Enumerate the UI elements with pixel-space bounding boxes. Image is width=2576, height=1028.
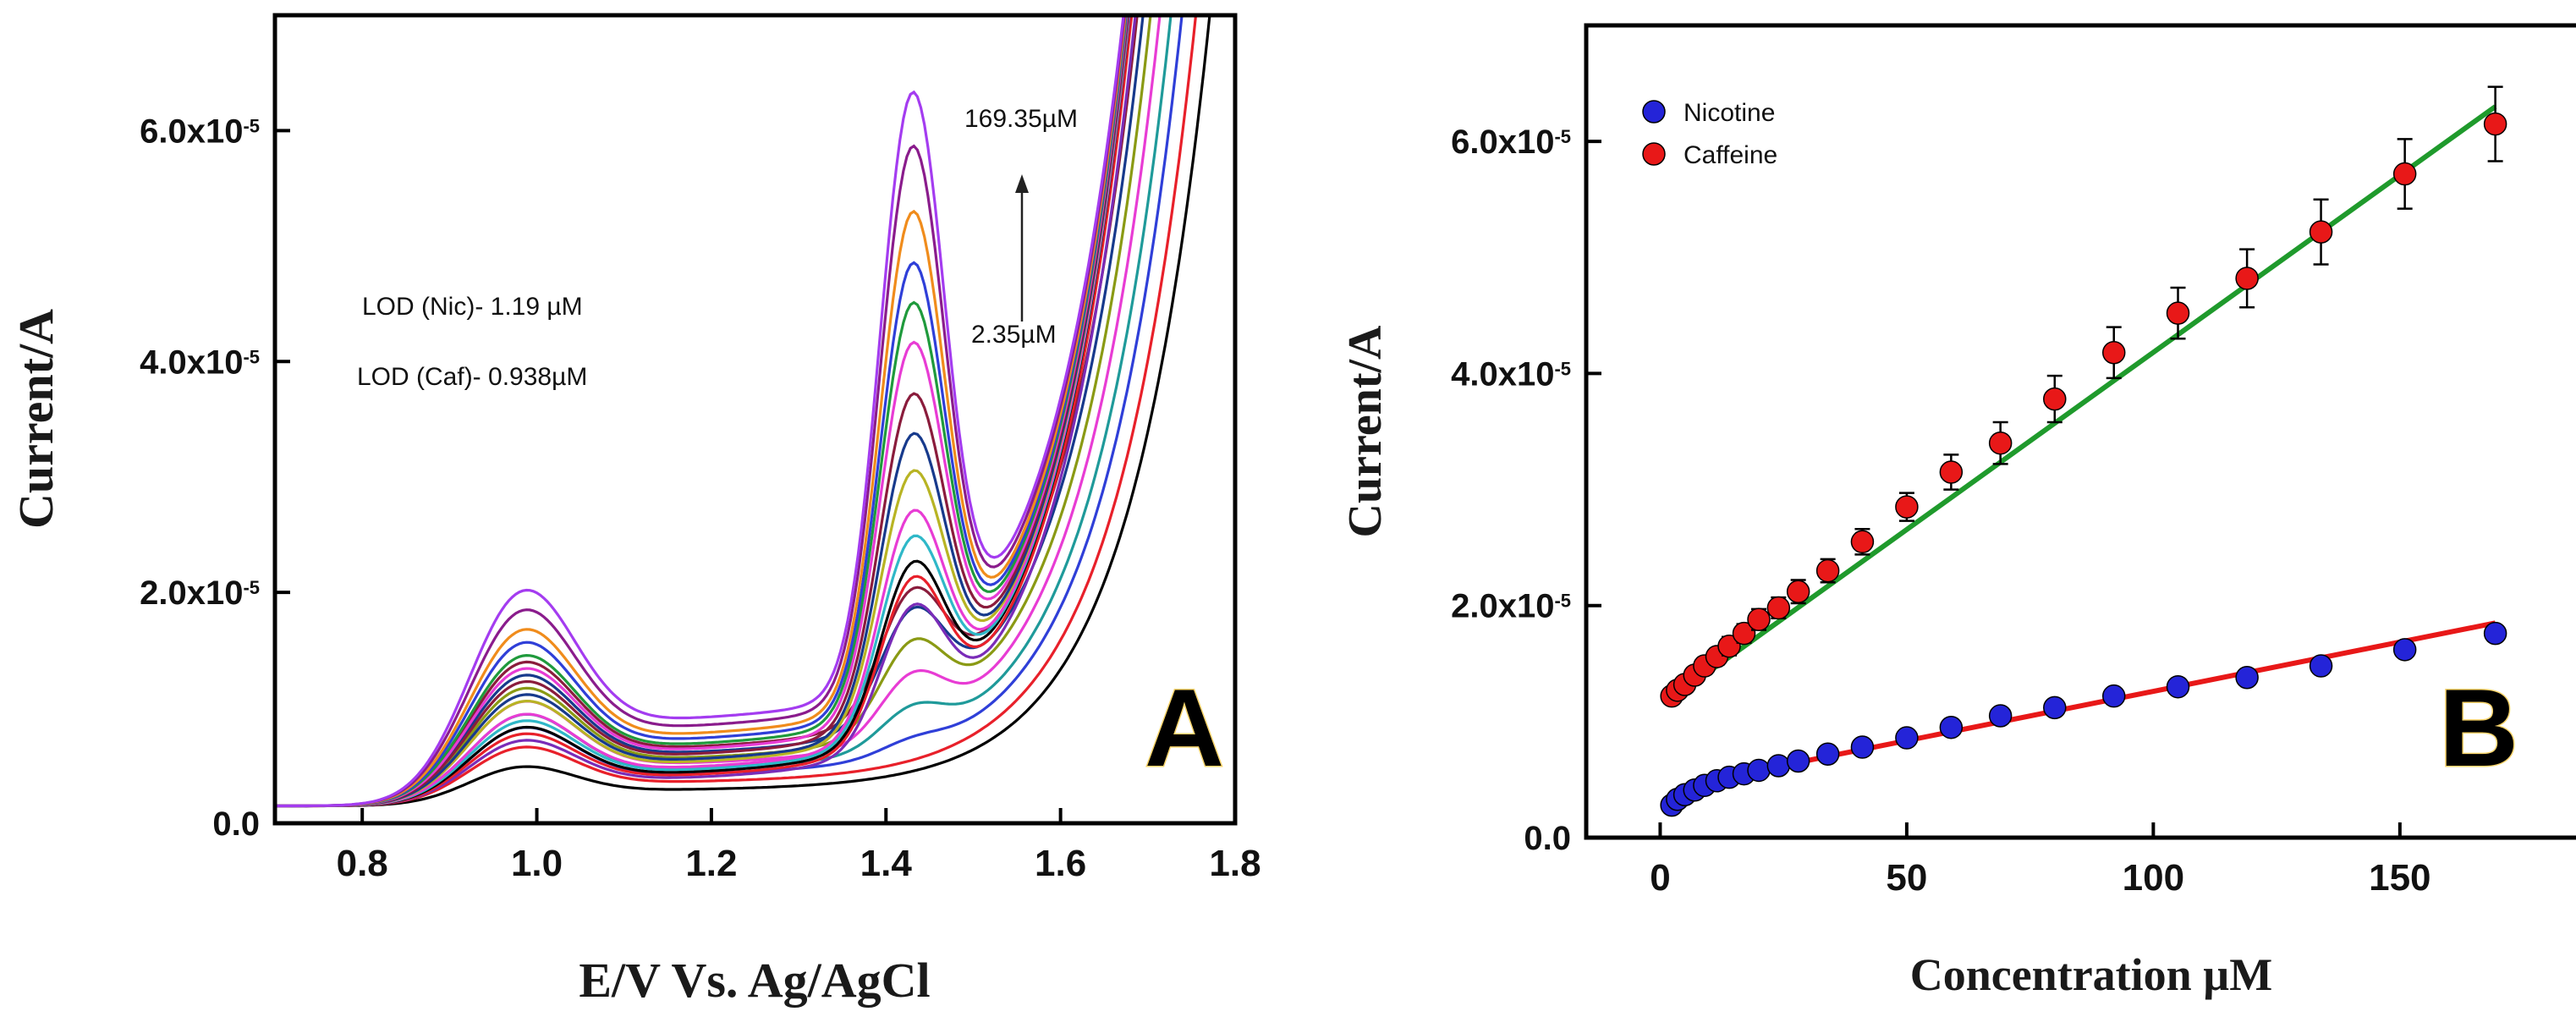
x-tick-label: 0 bbox=[1650, 857, 1670, 899]
y-tick-label: 6.0x10-5 bbox=[1451, 124, 1571, 161]
voltammogram-curve bbox=[275, 15, 1127, 808]
data-point-caffeine bbox=[1732, 621, 1756, 646]
y-tick-label: 0.0 bbox=[212, 805, 260, 843]
data-point-caffeine bbox=[2235, 267, 2259, 290]
legend-label-nicotine: Nicotine bbox=[1683, 99, 1775, 127]
data-point-nicotine bbox=[1786, 749, 1810, 773]
increase-arrow bbox=[1015, 174, 1029, 322]
panel-a-plot-frame bbox=[272, 13, 1238, 826]
panel-b-plot-frame bbox=[1584, 23, 2576, 840]
data-point-nicotine bbox=[1747, 758, 1771, 783]
data-point-nicotine bbox=[1988, 704, 2013, 728]
data-point-caffeine bbox=[2483, 112, 2507, 136]
data-point-caffeine bbox=[1747, 607, 1771, 631]
data-point-nicotine bbox=[1766, 754, 1791, 778]
data-point-nicotine bbox=[1895, 726, 1919, 750]
data-point-nicotine bbox=[2101, 684, 2126, 708]
data-point-nicotine bbox=[2483, 621, 2507, 646]
voltammogram-curve bbox=[275, 15, 1198, 808]
x-tick-label: 100 bbox=[2123, 857, 2184, 899]
x-tick-label: 1.4 bbox=[860, 843, 913, 884]
panel-a: 0.8 1.0 1.2 1.4 1.6 1.8 0.0 2.0x10-5 4.0x10-5 6.… bbox=[8, 13, 1261, 1008]
concentration-high-annotation: 169.35µM bbox=[964, 105, 1078, 133]
lod-nicotine-annotation: LOD (Nic)- 1.19 µM bbox=[362, 293, 583, 321]
panel-b: 0 50 100 150 0.0 2.0x10-5 4.0x10-5 6.0x10-5 Co… bbox=[1339, 23, 2576, 1000]
lod-caffeine-annotation: LOD (Caf)- 0.938µM bbox=[357, 363, 587, 391]
data-point-caffeine bbox=[1717, 634, 1741, 658]
panel-a-letter: A bbox=[1145, 666, 1224, 789]
y-tick-label: 2.0x10-5 bbox=[1451, 588, 1571, 625]
data-point-nicotine bbox=[1939, 715, 1964, 739]
data-point-caffeine bbox=[1766, 596, 1791, 620]
fit-line bbox=[1670, 104, 2497, 701]
legend-label-caffeine: Caffeine bbox=[1683, 141, 1777, 169]
data-point-nicotine bbox=[2166, 674, 2190, 699]
voltammogram-curve bbox=[275, 15, 1211, 808]
data-point-caffeine bbox=[2309, 220, 2333, 244]
data-point-caffeine bbox=[2392, 162, 2417, 186]
data-point-nicotine bbox=[1815, 742, 1840, 767]
x-tick-label: 1.0 bbox=[511, 843, 563, 884]
panel-b-y-ticks: 0.0 2.0x10-5 4.0x10-5 6.0x10-5 bbox=[1451, 124, 1601, 857]
data-point-nicotine bbox=[2235, 665, 2259, 690]
panel-a-x-ticks: 0.8 1.0 1.2 1.4 1.6 1.8 bbox=[337, 808, 1261, 884]
data-point-caffeine bbox=[1895, 495, 1919, 519]
data-point-caffeine bbox=[1786, 580, 1810, 604]
voltammogram-curve bbox=[275, 15, 1126, 808]
data-point-caffeine bbox=[1815, 558, 1840, 583]
y-tick-label: 2.0x10-5 bbox=[140, 574, 260, 612]
data-point-caffeine bbox=[1850, 530, 1875, 554]
legend-marker-caffeine bbox=[1642, 142, 1666, 166]
panel-b-x-axis-label: Concentration µM bbox=[1910, 949, 2273, 1000]
data-point-nicotine bbox=[2043, 695, 2067, 720]
data-point-caffeine bbox=[2166, 301, 2190, 325]
voltammogram-curve bbox=[275, 15, 1134, 808]
data-point-caffeine bbox=[1939, 460, 1964, 484]
x-tick-label: 0.8 bbox=[337, 843, 388, 884]
panel-b-letter: B bbox=[2439, 666, 2518, 789]
data-point-nicotine bbox=[2309, 654, 2333, 678]
voltammogram-curve bbox=[275, 15, 1125, 808]
panel-a-y-axis-label: Current/A bbox=[8, 309, 63, 529]
panel-b-data bbox=[1660, 85, 2507, 817]
legend-marker-nicotine bbox=[1642, 100, 1666, 124]
y-tick-label: 4.0x10-5 bbox=[1451, 355, 1571, 393]
panel-b-legend: Nicotine Caffeine bbox=[1642, 99, 1777, 169]
data-point-nicotine bbox=[1850, 735, 1875, 759]
y-tick-label: 6.0x10-5 bbox=[140, 113, 260, 150]
panel-b-y-axis-label: Current/A bbox=[1339, 325, 1392, 537]
x-tick-label: 150 bbox=[2369, 857, 2430, 899]
data-point-caffeine bbox=[1988, 431, 2013, 455]
x-tick-label: 50 bbox=[1886, 857, 1927, 899]
x-tick-label: 1.2 bbox=[685, 843, 737, 884]
y-tick-label: 4.0x10-5 bbox=[140, 344, 260, 381]
panel-a-y-ticks: 0.0 2.0x10-5 4.0x10-5 6.0x10-5 bbox=[140, 113, 290, 843]
x-tick-label: 1.6 bbox=[1035, 843, 1086, 884]
panel-a-x-axis-label: E/V Vs. Ag/AgCl bbox=[579, 953, 930, 1008]
data-point-nicotine bbox=[2392, 638, 2417, 662]
concentration-low-annotation: 2.35µM bbox=[971, 321, 1057, 349]
y-tick-label: 0.0 bbox=[1524, 820, 1571, 857]
data-point-caffeine bbox=[2101, 340, 2126, 365]
panel-b-x-ticks: 0 50 100 150 bbox=[1650, 822, 2431, 899]
panel-a-curves bbox=[275, 15, 1211, 808]
voltammogram-curve bbox=[275, 15, 1137, 808]
x-tick-label: 1.8 bbox=[1209, 843, 1261, 884]
data-point-caffeine bbox=[2043, 387, 2067, 411]
